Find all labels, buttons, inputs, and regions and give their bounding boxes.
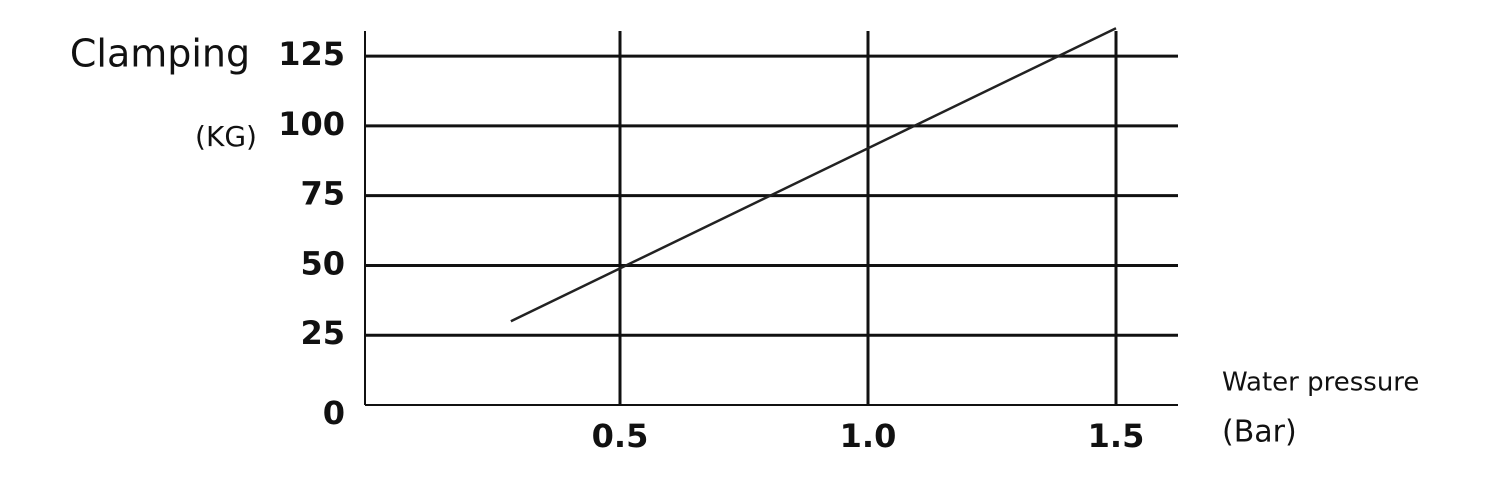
y-tick-label: 125 xyxy=(278,35,345,73)
y-axis-unit: (KG) xyxy=(195,120,257,153)
x-axis-label: Water pressure xyxy=(1222,368,1419,398)
data-line xyxy=(510,27,1117,323)
x-tick-label: 1.0 xyxy=(840,417,897,455)
y-axis-label: Clamping xyxy=(70,32,250,76)
x-tick-label: 0.5 xyxy=(592,417,649,455)
x-tick-label: 1.5 xyxy=(1088,417,1145,455)
x-axis-unit: (Bar) xyxy=(1222,415,1297,450)
y-tick-label: 100 xyxy=(278,105,345,143)
y-tick-label: 25 xyxy=(300,314,345,352)
y-tick-label: 75 xyxy=(300,175,345,213)
y-tick-label: 0 xyxy=(323,394,345,432)
y-tick-label: 50 xyxy=(300,244,345,282)
